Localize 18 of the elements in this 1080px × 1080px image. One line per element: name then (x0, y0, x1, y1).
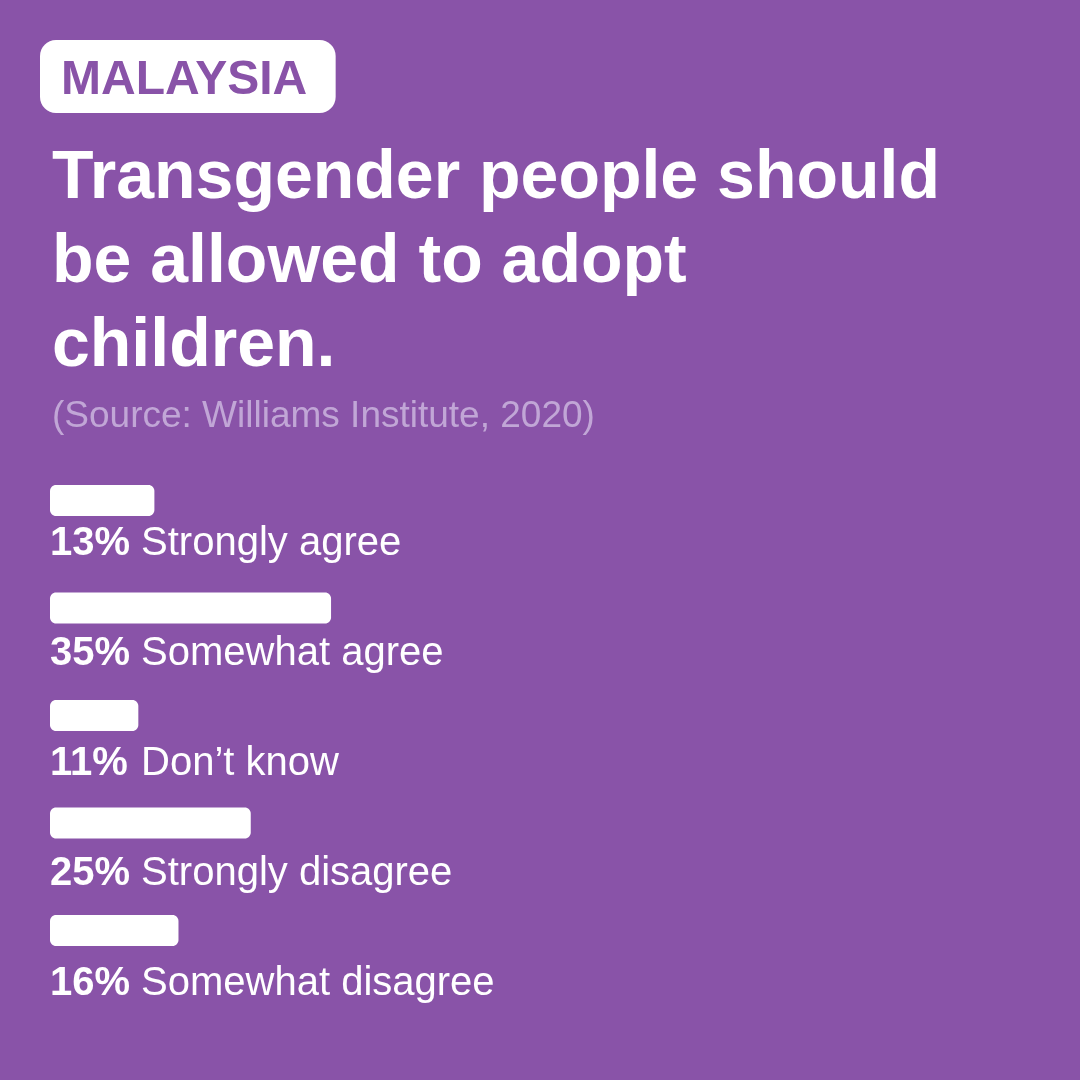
bar (50, 485, 155, 516)
data-label: 13% (50, 519, 131, 563)
y-tick-label: Don’t know (141, 739, 340, 783)
y-tick-label: Strongly agree (141, 519, 402, 563)
bar (50, 592, 332, 624)
data-label: 25% (50, 849, 131, 893)
bar (50, 807, 251, 839)
data-label: 35% (50, 629, 131, 673)
text: Transgender people should be allowed to adopt children. (52, 136, 940, 380)
bar (50, 700, 139, 731)
data-label: 16% (50, 959, 131, 1003)
bar (50, 915, 179, 946)
data-label: 11% (50, 739, 128, 783)
y-tick-label: Somewhat disagree (141, 959, 495, 1003)
text: MALAYSIA (61, 51, 308, 104)
y-tick-label: Strongly disagree (141, 849, 453, 893)
text: (Source: Williams Institute, 2020) (52, 394, 595, 435)
y-tick-label: Somewhat agree (141, 629, 444, 673)
